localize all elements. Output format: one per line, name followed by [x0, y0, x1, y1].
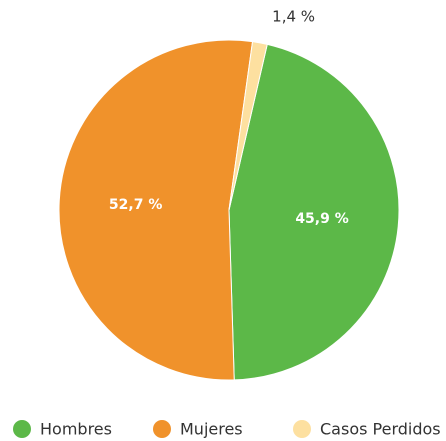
legend-label: Casos Perdidos [320, 420, 441, 439]
pie-slice [228, 41, 268, 211]
data-label: 45,9 % [295, 211, 348, 227]
data-label: 1,4 % [272, 7, 315, 25]
legend-swatch [293, 420, 311, 438]
pie-slice [228, 43, 400, 381]
legend-label: Hombres [40, 420, 112, 439]
legend-swatch [153, 420, 171, 438]
legend-label: Mujeres [180, 420, 243, 439]
data-label: 52,7 % [109, 197, 162, 213]
pie-slice [58, 39, 254, 381]
legend-swatch [13, 420, 31, 438]
